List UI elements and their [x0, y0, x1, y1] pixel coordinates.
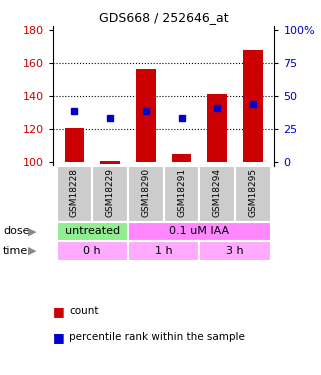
Bar [199, 166, 235, 222]
Bar [128, 222, 271, 241]
Text: 0 h: 0 h [83, 246, 101, 256]
Bar [65, 128, 84, 162]
Text: GSM18295: GSM18295 [248, 168, 257, 217]
Bar [243, 50, 263, 162]
Text: GSM18228: GSM18228 [70, 168, 79, 217]
Text: untreated: untreated [65, 226, 120, 236]
Text: ▶: ▶ [28, 226, 36, 236]
Bar [56, 241, 128, 261]
Text: 0.1 uM IAA: 0.1 uM IAA [169, 226, 230, 236]
Bar [199, 241, 271, 261]
Text: ■: ■ [53, 331, 65, 344]
Bar [92, 166, 128, 222]
Text: percentile rank within the sample: percentile rank within the sample [69, 333, 245, 342]
Bar [172, 154, 191, 162]
Text: count: count [69, 306, 99, 316]
Bar [128, 166, 164, 222]
Bar [100, 161, 120, 164]
Text: ■: ■ [53, 305, 65, 318]
Title: GDS668 / 252646_at: GDS668 / 252646_at [99, 11, 229, 24]
Text: ▶: ▶ [28, 246, 36, 256]
Bar [164, 166, 199, 222]
Bar [56, 222, 128, 241]
Text: time: time [3, 246, 29, 256]
Text: GSM18291: GSM18291 [177, 168, 186, 217]
Text: dose: dose [3, 226, 30, 236]
Text: 1 h: 1 h [155, 246, 172, 256]
Text: GSM18229: GSM18229 [106, 168, 115, 217]
Text: 3 h: 3 h [226, 246, 244, 256]
Text: GSM18294: GSM18294 [213, 168, 222, 217]
Text: GSM18290: GSM18290 [141, 168, 150, 217]
Bar [56, 166, 92, 222]
Bar [235, 166, 271, 222]
Bar [207, 94, 227, 162]
Bar [128, 241, 199, 261]
Bar [136, 69, 156, 162]
